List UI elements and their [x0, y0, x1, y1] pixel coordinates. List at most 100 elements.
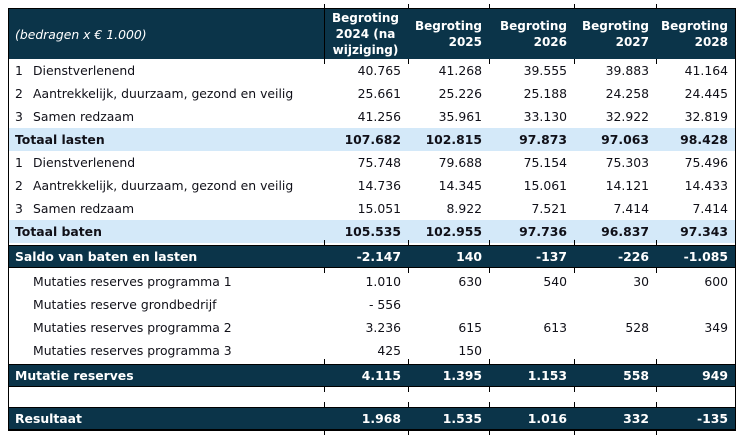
cell-value: 615: [458, 320, 482, 335]
column-header-2024: Begroting 2024 (na wijziging): [331, 11, 400, 57]
table-row-saldo: Saldo van baten en lasten -2.147 140 -13…: [9, 245, 735, 268]
cell-value: -226: [617, 249, 649, 264]
cell-value: 39.883: [605, 63, 649, 78]
cell-value: 40.765: [357, 63, 401, 78]
cell-value: 25.226: [438, 86, 482, 101]
cell-value: 30: [633, 274, 649, 289]
column-header-2025: Begroting 2025: [414, 19, 482, 49]
table-row-baten-2: 2 Aantrekkelijk, duurzaam, gezond en veil…: [9, 174, 735, 197]
cell-value: 558: [623, 368, 649, 383]
column-header-2026: Begroting 2026: [499, 19, 567, 49]
column-header-2028: Begroting 2028: [660, 19, 728, 49]
cell-value: 8.922: [446, 201, 482, 216]
cell-value: 105.535: [344, 224, 401, 239]
cell-value: 97.343: [680, 224, 728, 239]
cell-value: 96.837: [601, 224, 649, 239]
cell-value: 4.115: [361, 368, 401, 383]
row-label: Totaal lasten: [15, 132, 105, 147]
row-label: Samen redzaam: [33, 201, 135, 216]
cell-value: 75.154: [523, 155, 567, 170]
row-label: Resultaat: [15, 411, 82, 426]
cell-value: 349: [704, 320, 728, 335]
cell-value: 41.256: [357, 109, 401, 124]
cell-value: 102.955: [425, 224, 482, 239]
table-row-totaal-baten: Totaal baten 105.535 102.955 97.736 96.8…: [9, 220, 735, 243]
cell-value: 528: [625, 320, 649, 335]
cell-value: -137: [535, 249, 567, 264]
cell-value: 14.736: [357, 178, 401, 193]
table-row-lasten-3: 3 Samen redzaam 41.256 35.961 33.130 32.9…: [9, 105, 735, 128]
cell-value: 35.961: [438, 109, 482, 124]
cell-value: 97.063: [601, 132, 649, 147]
cell-value: 97.736: [519, 224, 567, 239]
cell-value: 7.414: [613, 201, 649, 216]
cell-value: 7.414: [692, 201, 728, 216]
cell-value: - 556: [368, 297, 401, 312]
cell-value: 25.188: [523, 86, 567, 101]
row-label: Totaal baten: [15, 224, 102, 239]
column-tick-marks: [9, 430, 735, 435]
cell-value: 949: [702, 368, 728, 383]
row-number: 2: [15, 86, 23, 101]
cell-value: 1.395: [442, 368, 482, 383]
cell-value: 102.815: [425, 132, 482, 147]
cell-value: 150: [458, 343, 482, 358]
row-number: 1: [15, 63, 23, 78]
cell-value: 39.555: [523, 63, 567, 78]
row-label: Dienstverlenend: [33, 63, 136, 78]
row-label: Mutaties reserves programma 2: [33, 320, 232, 335]
table-row-lasten-2: 2 Aantrekkelijk, duurzaam, gezond en veil…: [9, 82, 735, 105]
cell-value: 1.968: [361, 411, 401, 426]
cell-value: 14.345: [438, 178, 482, 193]
cell-value: 15.061: [523, 178, 567, 193]
table-header-row: (bedragen x € 1.000) Begroting 2024 (na …: [9, 9, 735, 59]
table-row-baten-3: 3 Samen redzaam 15.051 8.922 7.521 7.414 …: [9, 197, 735, 220]
cell-value: -2.147: [356, 249, 401, 264]
table-row-mutaties-programma-1: Mutaties reserves programma 1 1.010 630 …: [9, 270, 735, 293]
row-number: 2: [15, 178, 23, 193]
cell-value: 79.688: [438, 155, 482, 170]
table-row-mutaties-programma-3: Mutaties reserves programma 3 425 150: [9, 339, 735, 362]
cell-value: 98.428: [680, 132, 728, 147]
cell-value: 425: [377, 343, 401, 358]
row-label: Mutaties reserve grondbedrijf: [33, 297, 217, 312]
column-header-2027: Begroting 2027: [581, 19, 649, 49]
budget-table: (bedragen x € 1.000) Begroting 2024 (na …: [8, 4, 736, 435]
cell-value: 41.164: [684, 63, 728, 78]
table-row-mutatie-reserves: Mutatie reserves 4.115 1.395 1.153 558 9…: [9, 364, 735, 387]
row-label: Dienstverlenend: [33, 155, 136, 170]
cell-value: 25.661: [357, 86, 401, 101]
cell-value: 613: [543, 320, 567, 335]
row-label: Samen redzaam: [33, 109, 135, 124]
row-label: Aantrekkelijk, duurzaam, gezond en veili…: [33, 178, 294, 193]
cell-value: 41.268: [438, 63, 482, 78]
row-label: Mutaties reserves programma 3: [33, 343, 232, 358]
cell-value: 24.445: [684, 86, 728, 101]
cell-value: 630: [458, 274, 482, 289]
table-row-empty: [9, 387, 735, 407]
cell-value: 1.535: [442, 411, 482, 426]
table-row-resultaat: Resultaat 1.968 1.535 1.016 332 -135: [9, 407, 735, 430]
cell-value: -135: [696, 411, 728, 426]
table-row-mutaties-programma-2: Mutaties reserves programma 2 3.236 615 …: [9, 316, 735, 339]
unit-label: (bedragen x € 1.000): [15, 26, 147, 42]
row-number: 1: [15, 155, 23, 170]
cell-value: 97.873: [519, 132, 567, 147]
row-label: Mutaties reserves programma 1: [33, 274, 232, 289]
cell-value: 32.819: [684, 109, 728, 124]
row-label: Mutatie reserves: [15, 368, 134, 383]
cell-value: -1.085: [683, 249, 728, 264]
cell-value: 75.303: [605, 155, 649, 170]
table-row-lasten-1: 1 Dienstverlenend 40.765 41.268 39.555 39…: [9, 59, 735, 82]
cell-value: 75.748: [357, 155, 401, 170]
cell-value: 140: [456, 249, 482, 264]
table-row-baten-1: 1 Dienstverlenend 75.748 79.688 75.154 75…: [9, 151, 735, 174]
cell-value: 32.922: [605, 109, 649, 124]
cell-value: 3.236: [365, 320, 401, 335]
row-number: 3: [15, 109, 23, 124]
cell-value: 1.153: [527, 368, 567, 383]
cell-value: 15.051: [357, 201, 401, 216]
cell-value: 75.496: [684, 155, 728, 170]
table-row-mutaties-grondbedrijf: Mutaties reserve grondbedrijf - 556: [9, 293, 735, 316]
cell-value: 14.121: [605, 178, 649, 193]
